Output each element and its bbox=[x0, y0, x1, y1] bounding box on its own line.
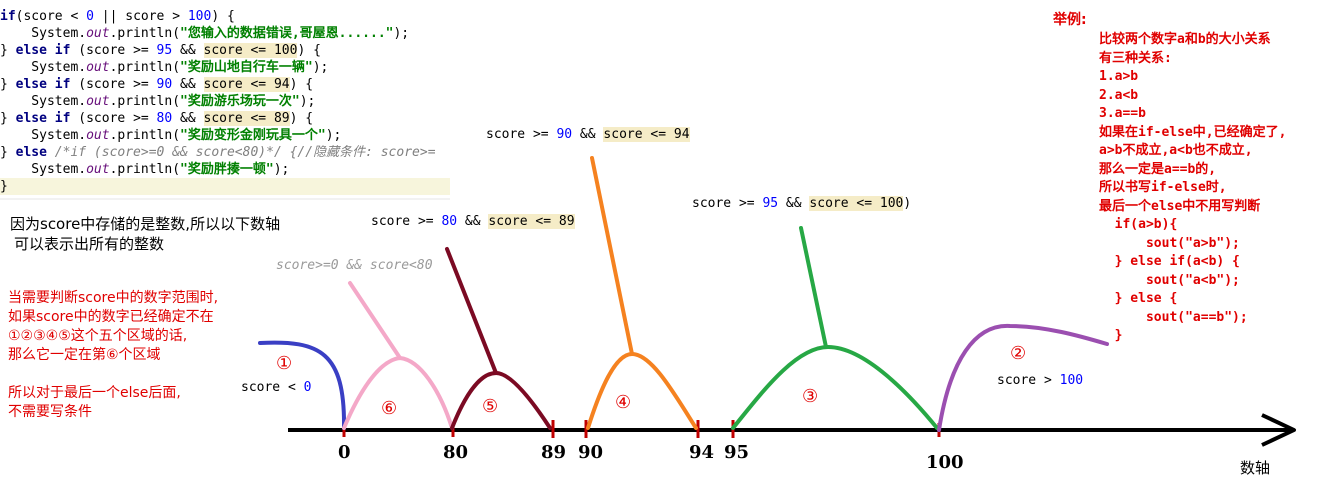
tick-label-94: 94 bbox=[689, 442, 715, 463]
example-line: 那么一定是a==b的, bbox=[1099, 161, 1217, 177]
region-5-pointer bbox=[445, 247, 498, 375]
example-line: sout("a>b"); bbox=[1099, 235, 1240, 251]
region-6-pointer bbox=[348, 281, 402, 360]
code-line: } else /*if (score>=0 && score<80)*/ {//… bbox=[0, 145, 436, 160]
example-line: } bbox=[1099, 328, 1123, 343]
example-line: a>b不成立,a<b也不成立, bbox=[1099, 143, 1253, 158]
example-title: 举例: bbox=[1053, 12, 1087, 28]
region-4-curve bbox=[586, 351, 698, 430]
code-line: System.out.println("奖励山地自行车一辆"); bbox=[0, 60, 329, 75]
caption-90-94: score >= 90 && score <= 94 bbox=[486, 127, 690, 142]
region-6-curve bbox=[342, 355, 454, 430]
caption-95-100: score >= 95 && score <= 100) bbox=[692, 196, 912, 211]
example-line: 3.a==b bbox=[1099, 106, 1146, 121]
code-line: System.out.println("奖励变形金刚玩具一个"); bbox=[0, 128, 342, 143]
example-block: 比较两个数字a和b的大小关系 有三种关系: 1.a>b 2.a<b 3.a==b 如果在i… bbox=[1099, 31, 1286, 346]
code-line: System.out.println("奖励胖揍一顿"); bbox=[0, 162, 290, 177]
region-1-label: ① bbox=[276, 353, 293, 374]
axis-name-label: 数轴 bbox=[1240, 459, 1271, 477]
tick-label-95: 95 bbox=[724, 442, 750, 463]
example-line: 如果在if-else中,已经确定了, bbox=[1099, 124, 1287, 140]
region-3-label: ③ bbox=[802, 386, 819, 407]
red-note-line: ①②③④⑤这个五个区域的话, bbox=[8, 328, 188, 344]
example-line: sout("a<b"); bbox=[1099, 272, 1240, 288]
example-line: 最后一个else中不用写判断 bbox=[1099, 198, 1261, 214]
red-note-line: 如果score中的数字已经确定不在 bbox=[8, 309, 214, 325]
code-block: if(score < 0 || score > 100) { System.ou… bbox=[0, 8, 450, 195]
example-line: 所以书写if-else时, bbox=[1099, 180, 1227, 195]
example-line: 有三种关系: bbox=[1099, 50, 1172, 66]
caption-greater-than-100: score > 100 bbox=[997, 373, 1084, 388]
code-line: System.out.println("奖励游乐场玩一次"); bbox=[0, 94, 316, 109]
red-note-line: 那么它一定在第⑥个区域 bbox=[8, 347, 161, 363]
example-line: 1.a>b bbox=[1099, 69, 1139, 84]
example-line: } else { bbox=[1099, 291, 1178, 306]
caption-less-than-0: score < 0 bbox=[241, 380, 312, 395]
region-3-curve bbox=[731, 344, 939, 430]
region-1-curve bbox=[258, 340, 347, 430]
region-4-pointer bbox=[590, 156, 634, 356]
example-line: } else if(a<b) { bbox=[1099, 254, 1240, 269]
caption-80-89: score >= 80 && score <= 89 bbox=[371, 214, 575, 229]
code-line: } else if (score >= 90 && score <= 94) { bbox=[0, 77, 314, 92]
example-line: if(a>b){ bbox=[1099, 217, 1178, 232]
tick-label-89: 89 bbox=[541, 442, 567, 463]
region-6-label: ⑥ bbox=[381, 398, 398, 419]
tick-label-100: 100 bbox=[926, 452, 964, 473]
example-line: 比较两个数字a和b的大小关系 bbox=[1099, 32, 1271, 47]
region-5-curve bbox=[450, 370, 552, 430]
code-line: } bbox=[0, 178, 450, 195]
example-line: 2.a<b bbox=[1099, 87, 1139, 103]
code-line: } else if (score >= 80 && score <= 89) { bbox=[0, 111, 314, 126]
region-2-curve bbox=[937, 323, 1109, 432]
red-note-line: 所以对于最后一个else后面, bbox=[8, 385, 181, 401]
tick-label-90: 90 bbox=[578, 442, 604, 463]
code-line: } else if (score >= 95 && score <= 100) … bbox=[0, 43, 321, 58]
caption-else-condition: score>=0 && score<80 bbox=[276, 258, 433, 273]
red-note-line: 当需要判断score中的数字范围时, bbox=[8, 290, 219, 306]
integer-note: 因为score中存储的是整数,所以以下数轴 可以表示出所有的整数 bbox=[10, 215, 281, 253]
red-explanation: 当需要判断score中的数字范围时, 如果score中的数字已经确定不在 ①②③④⑤… bbox=[8, 289, 218, 422]
example-line: sout("a==b"); bbox=[1099, 309, 1248, 325]
red-note-line bbox=[8, 365, 218, 384]
tick-label-0: 0 bbox=[338, 442, 351, 463]
region-4-label: ④ bbox=[615, 392, 632, 413]
region-5-label: ⑤ bbox=[482, 396, 499, 417]
axis-arrowhead bbox=[1261, 413, 1296, 447]
region-3-pointer bbox=[799, 226, 828, 349]
red-note-line: 不需要写条件 bbox=[8, 404, 92, 420]
region-2-label: ② bbox=[1010, 343, 1027, 364]
code-line: if(score < 0 || score > 100) { bbox=[0, 9, 235, 24]
code-line: System.out.println("您输入的数据错误,哥屋恩......")… bbox=[0, 26, 410, 41]
tick-label-80: 80 bbox=[443, 442, 469, 463]
